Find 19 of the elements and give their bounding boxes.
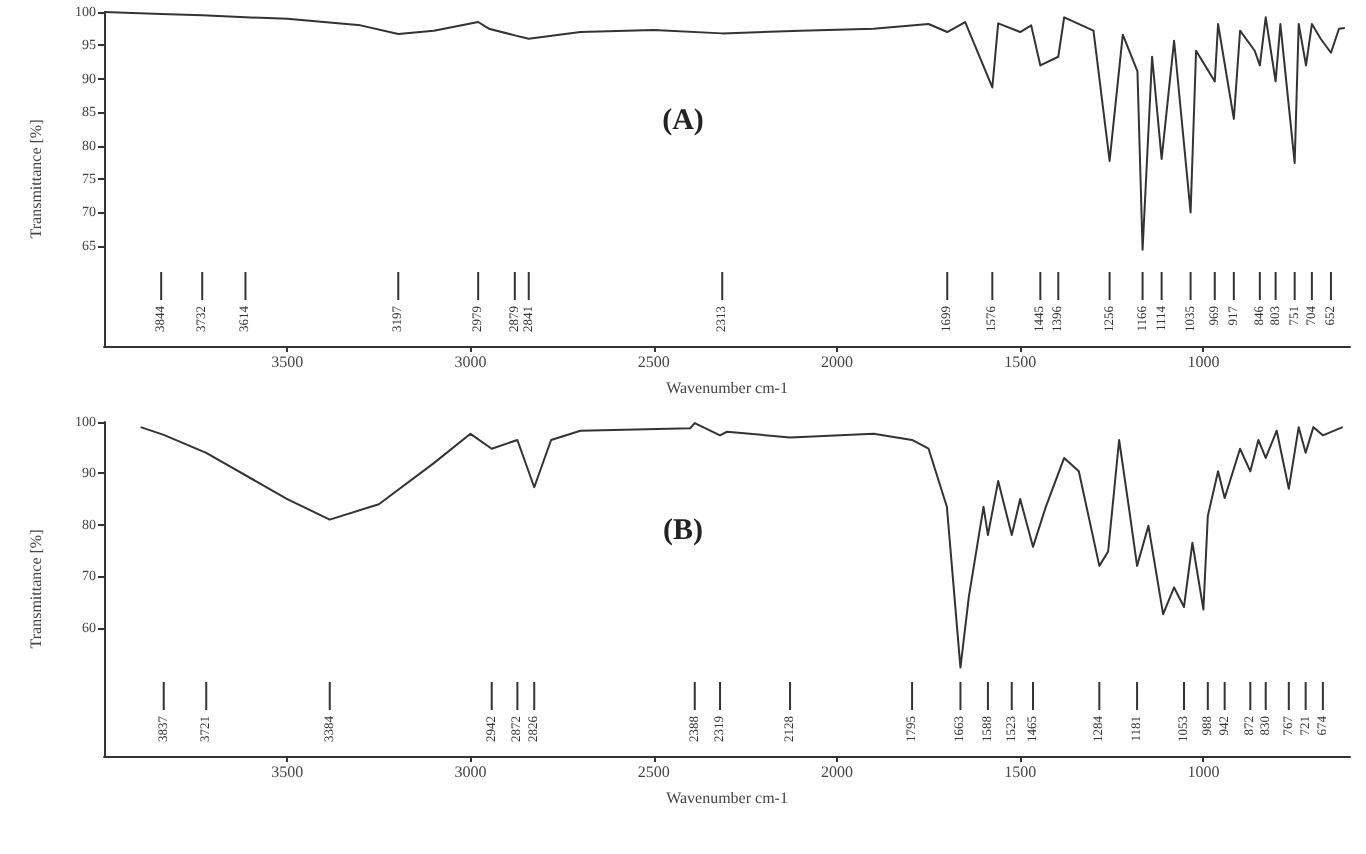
x-tick-label: 3500 [271,763,304,781]
x-tick-label: 2000 [820,763,853,781]
x-tick-label: 2500 [637,763,670,781]
x-tick-label: 3500 [271,353,304,371]
x-tick-label: 1500 [1004,353,1037,371]
line-series [139,422,1344,669]
x-tick-label: 3000 [454,353,487,371]
x-tick-label: 1000 [1187,763,1220,781]
x-tick-label: 1500 [1004,763,1037,781]
y-axis-title: Transmittance [%] [27,118,45,239]
x-tick-label: 2000 [820,353,853,371]
x-axis-title: Wavenumber cm-1 [666,379,788,397]
text: (B) [663,515,703,547]
x-tick-label: 2500 [637,353,670,371]
text: (A) [662,105,704,137]
x-tick-label: 3000 [454,763,487,781]
y-axis-title: Transmittance [%] [27,528,45,649]
x-axis-title: Wavenumber cm-1 [666,789,788,807]
x-tick-label: 1000 [1187,353,1220,371]
